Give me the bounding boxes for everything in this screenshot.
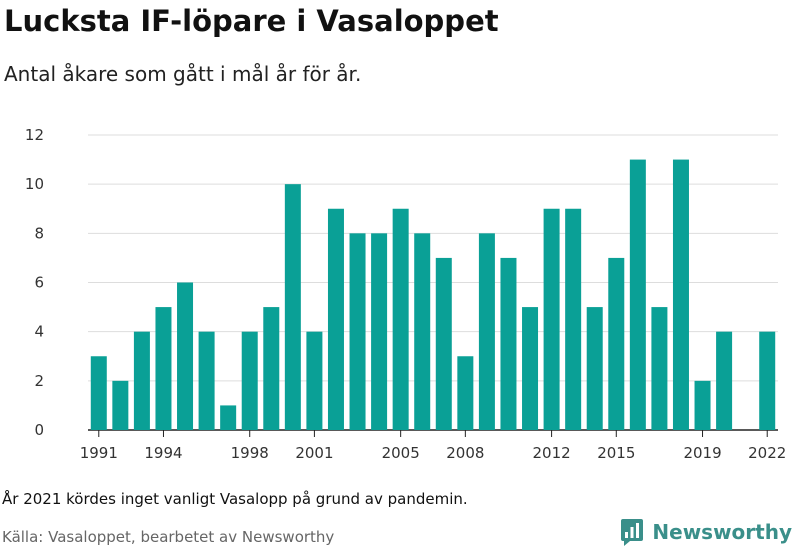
- y-tick-label: 4: [34, 323, 44, 341]
- bar-2018: [672, 159, 689, 431]
- bar-2012: [543, 208, 560, 430]
- x-tick-label: 2019: [683, 444, 721, 462]
- x-axis: 1991 1994 1998 2001 2005 2008 2012 2015 2019 2022: [80, 430, 786, 462]
- bar-1992: [112, 380, 129, 430]
- bar-1995: [177, 282, 194, 430]
- bar-2010: [500, 257, 517, 430]
- bar-2002: [327, 208, 344, 430]
- x-tick-label: 2005: [382, 444, 420, 462]
- bar-1998: [241, 331, 258, 430]
- newsworthy-logo-icon: [621, 519, 644, 546]
- x-tick-label: 2001: [295, 444, 333, 462]
- bar-2003: [349, 233, 366, 430]
- y-tick-label: 6: [34, 274, 44, 292]
- bar-2009: [478, 233, 495, 430]
- bar-1999: [263, 307, 280, 430]
- x-tick-label: 1994: [144, 444, 182, 462]
- bar-1991: [90, 356, 107, 430]
- bar-1994: [155, 307, 172, 430]
- y-axis: 0 2 4 6 8 10 12: [25, 126, 44, 439]
- y-tick-label: 10: [25, 175, 44, 193]
- x-tick-label: 2015: [597, 444, 635, 462]
- brand-logo: Newsworthy: [620, 518, 792, 546]
- bar-1993: [133, 331, 150, 430]
- bar-2005: [392, 208, 409, 430]
- x-tick-label: 2012: [533, 444, 571, 462]
- bar-1996: [198, 331, 215, 430]
- x-tick-label: 1998: [231, 444, 269, 462]
- bar-2015: [608, 257, 625, 430]
- brand-name: Newsworthy: [652, 520, 792, 544]
- x-tick-label: 1991: [80, 444, 118, 462]
- footnote: År 2021 kördes inget vanligt Vasalopp på…: [2, 490, 468, 508]
- chart-subtitle: Antal åkare som gått i mål år för år.: [4, 62, 362, 86]
- bar-2013: [565, 208, 582, 430]
- bars: [90, 159, 776, 431]
- x-tick-label: 2008: [446, 444, 484, 462]
- bar-2001: [306, 331, 323, 430]
- y-tick-label: 12: [25, 126, 44, 144]
- bar-2006: [414, 233, 431, 430]
- x-tick-label: 2022: [748, 444, 786, 462]
- bar-1997: [220, 405, 237, 430]
- bar-2019: [694, 380, 711, 430]
- bar-2004: [371, 233, 388, 430]
- bar-chart: 1991 1994 1998 2001 2005 2008 2012 2015 2019 2022…: [25, 126, 786, 462]
- bar-2008: [457, 356, 474, 430]
- bar-2014: [586, 307, 603, 430]
- chart-title: Lucksta IF-löpare i Vasaloppet: [4, 4, 499, 38]
- bar-2016: [629, 159, 646, 431]
- y-tick-label: 2: [34, 372, 44, 390]
- bar-2011: [522, 307, 539, 430]
- bar-2020: [716, 331, 733, 430]
- y-tick-label: 0: [34, 421, 44, 439]
- y-tick-label: 8: [34, 224, 44, 242]
- source-credit: Källa: Vasaloppet, bearbetet av Newswort…: [2, 528, 335, 546]
- bar-2007: [435, 257, 452, 430]
- bar-2017: [651, 307, 668, 430]
- bar-2022: [759, 331, 776, 430]
- bar-2000: [284, 184, 301, 430]
